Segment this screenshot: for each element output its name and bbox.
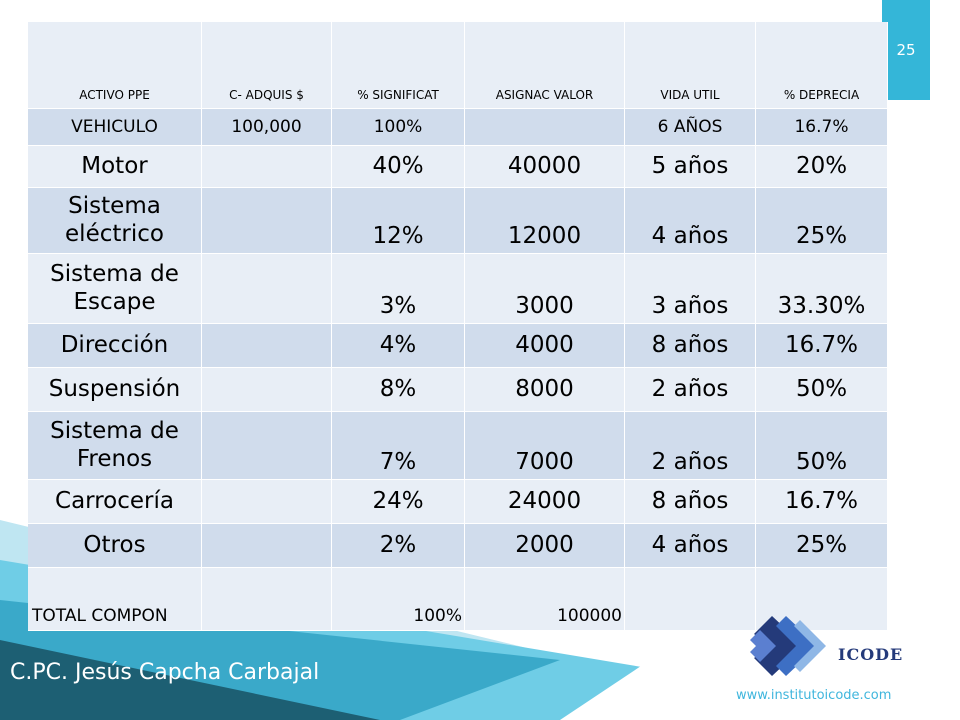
- table-cell: 2 años: [625, 368, 756, 412]
- table-cell: 16.7%: [756, 324, 888, 368]
- table-cell: 4%: [332, 324, 465, 368]
- table-row: Sistema de Frenos 7% 7000 2 años 50%: [28, 412, 888, 480]
- table-cell: 100000: [465, 568, 625, 631]
- table-cell: Motor: [28, 146, 202, 188]
- header-cell: C- ADQUIS $: [202, 22, 332, 109]
- table-cell: 33.30%: [756, 254, 888, 324]
- table-cell: 24%: [332, 480, 465, 524]
- table-cell: 25%: [756, 188, 888, 254]
- table-cell: 50%: [756, 412, 888, 480]
- table-cell: 8 años: [625, 324, 756, 368]
- table-cell: Sistema de Frenos: [28, 412, 202, 480]
- table-cell: Sistema de Escape: [28, 254, 202, 324]
- table-cell: [202, 254, 332, 324]
- table-cell: 16.7%: [756, 480, 888, 524]
- table-cell: 8 años: [625, 480, 756, 524]
- table-cell: 16.7%: [756, 109, 888, 146]
- table-cell: [202, 188, 332, 254]
- table-cell: Suspensión: [28, 368, 202, 412]
- table-cell: 12%: [332, 188, 465, 254]
- header-cell: % SIGNIFICAT: [332, 22, 465, 109]
- header-cell: ACTIVO PPE: [28, 22, 202, 109]
- table-cell: [756, 568, 888, 631]
- header-cell: ASIGNAC VALOR: [465, 22, 625, 109]
- table-cell: 20%: [756, 146, 888, 188]
- table-row: Suspensión 8% 8000 2 años 50%: [28, 368, 888, 412]
- table-total-row: TOTAL COMPON 100% 100000: [28, 568, 888, 631]
- table-cell: [202, 524, 332, 568]
- table-row: Carrocería 24% 24000 8 años 16.7%: [28, 480, 888, 524]
- table-cell: 12000: [465, 188, 625, 254]
- table-cell: [202, 146, 332, 188]
- table-cell: 100,000: [202, 109, 332, 146]
- website-link[interactable]: www.institutoicode.com: [736, 688, 892, 703]
- table-cell: 100%: [332, 109, 465, 146]
- table-cell: Sistema eléctrico: [28, 188, 202, 254]
- table-cell: 3%: [332, 254, 465, 324]
- table-cell: [202, 324, 332, 368]
- slide-number: 25: [896, 41, 916, 59]
- table-cell: 40%: [332, 146, 465, 188]
- slide-number-box: 25: [882, 0, 930, 100]
- table-cell: 8%: [332, 368, 465, 412]
- table-cell: 40000: [465, 146, 625, 188]
- table-cell: [625, 568, 756, 631]
- table-cell: 2000: [465, 524, 625, 568]
- table-cell: [465, 109, 625, 146]
- table-header-row: ACTIVO PPE C- ADQUIS $ % SIGNIFICAT ASIG…: [28, 22, 888, 109]
- table-cell: Dirección: [28, 324, 202, 368]
- table-row: VEHICULO 100,000 100% 6 AÑOS 16.7%: [28, 109, 888, 146]
- table-cell: 25%: [756, 524, 888, 568]
- table-cell: 6 AÑOS: [625, 109, 756, 146]
- table-cell: Carrocería: [28, 480, 202, 524]
- table-cell: 3000: [465, 254, 625, 324]
- table-cell: 5 años: [625, 146, 756, 188]
- table-cell: 8000: [465, 368, 625, 412]
- table-cell: [202, 480, 332, 524]
- table-cell: 4 años: [625, 524, 756, 568]
- table-cell: 7000: [465, 412, 625, 480]
- table-cell: VEHICULO: [28, 109, 202, 146]
- table-cell: [202, 568, 332, 631]
- author-name: C.PC. Jesús Capcha Carbajal: [10, 660, 320, 685]
- table-cell: 4000: [465, 324, 625, 368]
- table-cell: 50%: [756, 368, 888, 412]
- table-cell: Otros: [28, 524, 202, 568]
- table-cell: 7%: [332, 412, 465, 480]
- table-cell: [202, 412, 332, 480]
- table-cell: 2%: [332, 524, 465, 568]
- table-cell: 2 años: [625, 412, 756, 480]
- asset-table: ACTIVO PPE C- ADQUIS $ % SIGNIFICAT ASIG…: [28, 22, 888, 631]
- table-row: Motor 40% 40000 5 años 20%: [28, 146, 888, 188]
- table-row: Sistema de Escape 3% 3000 3 años 33.30%: [28, 254, 888, 324]
- logo-text: ICODE: [838, 645, 904, 664]
- icode-logo-icon: [750, 616, 826, 676]
- table-row: Otros 2% 2000 4 años 25%: [28, 524, 888, 568]
- table-cell: [202, 368, 332, 412]
- table-cell: 24000: [465, 480, 625, 524]
- table-cell: 4 años: [625, 188, 756, 254]
- table-row: Dirección 4% 4000 8 años 16.7%: [28, 324, 888, 368]
- header-cell: VIDA UTIL: [625, 22, 756, 109]
- table-row: Sistema eléctrico 12% 12000 4 años 25%: [28, 188, 888, 254]
- table-cell: TOTAL COMPON: [28, 568, 202, 631]
- header-cell: % DEPRECIA: [756, 22, 888, 109]
- table-cell: 3 años: [625, 254, 756, 324]
- table-cell: 100%: [332, 568, 465, 631]
